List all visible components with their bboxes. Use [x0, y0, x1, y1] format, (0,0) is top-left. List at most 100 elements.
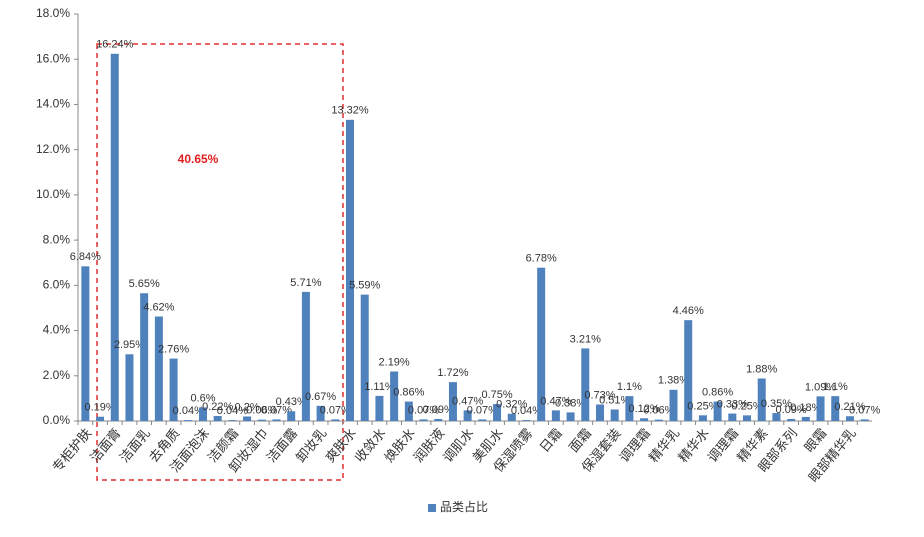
data-label: 0.43% [276, 396, 307, 408]
data-label: 0.07% [408, 404, 439, 416]
data-label: 3.21% [570, 333, 601, 345]
bar [772, 413, 781, 421]
x-tick-label: 精华乳 [646, 425, 683, 465]
data-label: 0.12% [628, 403, 659, 415]
x-tick-label: 专柜护肤 [49, 425, 94, 474]
bar [595, 404, 604, 421]
data-label: 0.21% [834, 401, 865, 413]
bar [360, 294, 369, 421]
bar [684, 320, 693, 421]
data-label: 0.04% [217, 405, 248, 417]
bar [654, 419, 663, 421]
bar [801, 416, 810, 421]
data-label: 0.18% [790, 402, 821, 414]
data-label: 0.06% [643, 405, 674, 417]
data-label: 1.1% [823, 381, 848, 393]
data-label: 5.71% [290, 277, 321, 289]
bar [316, 405, 325, 421]
data-label: 5.65% [129, 278, 160, 290]
y-tick-label: 4.0% [43, 323, 71, 337]
bar [551, 410, 560, 421]
data-label: 0.32% [496, 399, 527, 411]
bar [448, 382, 457, 421]
data-label: 4.46% [673, 305, 704, 317]
bar [257, 419, 266, 421]
annotation: 40.65% [178, 152, 219, 166]
bar [198, 407, 207, 421]
data-label: 0.6% [190, 392, 215, 404]
data-label: 0.06% [246, 405, 277, 417]
bar [228, 420, 237, 421]
bar [434, 418, 443, 421]
bar [404, 401, 413, 421]
bar [346, 119, 355, 421]
bar [743, 415, 752, 421]
data-label: 1.09% [805, 381, 836, 393]
bar [419, 419, 428, 421]
x-tick-label: 润肤液 [411, 425, 448, 465]
bar [728, 413, 737, 421]
data-label: 2.19% [379, 356, 410, 368]
data-label: 2.76% [158, 343, 189, 355]
x-tick-label: 爽肤水 [322, 425, 359, 465]
bar [390, 371, 399, 421]
data-label: 1.11% [364, 381, 395, 393]
data-label: 0.25% [687, 400, 718, 412]
highlight-box [96, 43, 344, 481]
data-label: 0.04% [511, 405, 542, 417]
data-label: 0.38% [555, 397, 586, 409]
y-tick-label: 0.0% [43, 413, 71, 427]
bar [331, 419, 340, 421]
data-label: 0.51% [599, 394, 630, 406]
bar [816, 396, 825, 421]
bar [698, 415, 707, 421]
bar [566, 412, 575, 421]
data-label: 0.75% [481, 389, 512, 401]
data-label: 4.62% [143, 301, 174, 313]
data-label: 1.72% [437, 367, 468, 379]
bar [860, 419, 869, 421]
data-label: 0.25% [731, 400, 762, 412]
x-tick-label: 调理霜 [705, 425, 742, 465]
y-tick-label: 8.0% [43, 232, 71, 246]
x-tick-label: 卸妆乳 [293, 425, 330, 465]
y-tick-label: 14.0% [36, 97, 70, 111]
data-label: 0.07% [261, 404, 292, 416]
bar [493, 404, 502, 421]
bar [831, 396, 840, 421]
data-label: 0.09% [423, 404, 454, 416]
x-tick-label: 焕肤水 [381, 425, 418, 465]
data-label: 0.86% [393, 386, 424, 398]
bar [845, 416, 854, 421]
y-tick-label: 2.0% [43, 368, 71, 382]
data-label: 0.07% [467, 404, 498, 416]
data-label: 5.59% [349, 280, 380, 292]
bar [757, 378, 766, 421]
bar [96, 416, 105, 421]
x-tick-label: 调肌水 [440, 425, 477, 465]
data-label: 0.73% [584, 389, 615, 401]
data-label: 6.84% [70, 251, 101, 263]
data-label: 0.35% [761, 398, 792, 410]
x-tick-label: 洁面露 [264, 425, 301, 465]
bar [581, 348, 590, 421]
bar [125, 354, 134, 421]
bar [537, 267, 546, 421]
data-label: 13.32% [331, 105, 369, 117]
bar [272, 419, 281, 421]
x-tick-label: 调理霜 [616, 425, 653, 465]
data-label: 0.67% [305, 391, 336, 403]
y-tick-label: 6.0% [43, 278, 71, 292]
data-label: 16.24% [96, 39, 134, 51]
bar [787, 418, 796, 421]
x-tick-label: 收敛水 [352, 425, 389, 465]
data-label: 0.22% [202, 401, 233, 413]
legend-swatch [428, 504, 436, 512]
x-tick-label: 洁面乳 [117, 425, 154, 465]
bar [640, 418, 649, 421]
y-tick-label: 16.0% [36, 51, 70, 65]
data-label: 0.07% [320, 404, 351, 416]
data-label: 0.04% [173, 405, 204, 417]
bar [610, 409, 619, 421]
bar [478, 419, 487, 421]
